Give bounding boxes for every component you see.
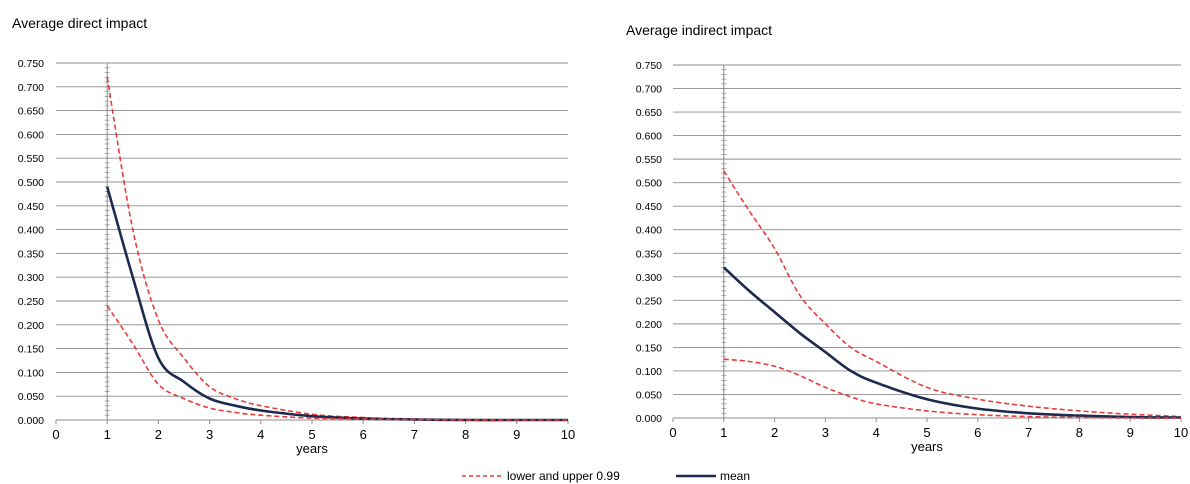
x-axis-title: years	[296, 441, 328, 456]
y-tick-label: 0.000	[18, 415, 44, 427]
series-line-lower-bound	[723, 358, 1182, 419]
y-tick-label: 0.600	[636, 131, 662, 143]
x-tick-label: 4	[257, 427, 264, 442]
y-tick-label: 0.350	[636, 248, 662, 260]
y-tick-label: 0.100	[636, 366, 662, 378]
y-tick-label: 0.200	[18, 320, 44, 332]
y-tick-label: 0.100	[18, 367, 44, 379]
y-tick-label: 0.500	[636, 178, 662, 190]
x-tick-label: 9	[513, 427, 520, 442]
y-tick-label: 0.400	[18, 225, 44, 237]
y-tick-label: 0.450	[636, 201, 662, 213]
x-tick-label: 5	[308, 427, 315, 442]
x-axis-title: years	[911, 439, 943, 454]
y-tick-label: 0.650	[636, 107, 662, 119]
x-tick-label: 6	[974, 425, 981, 440]
y-tick-label: 0.300	[18, 272, 44, 284]
series-line-mean	[722, 266, 1182, 419]
y-tick-label: 0.350	[18, 248, 44, 260]
y-tick-label: 0.450	[18, 201, 44, 213]
x-tick-label: 0	[52, 427, 59, 442]
x-tick-label: 10	[1174, 425, 1188, 440]
x-tick-label: 5	[923, 425, 930, 440]
y-tick-label: 0.400	[636, 225, 662, 237]
y-tick-label: 0.550	[18, 153, 44, 165]
legend-label-bounds: lower and upper 0.99	[507, 469, 620, 483]
y-tick-label: 0.200	[636, 319, 662, 331]
y-tick-label: 0.150	[636, 342, 662, 354]
legend: lower and upper 0.99 mean	[462, 469, 750, 483]
x-tick-label: 7	[1025, 425, 1032, 440]
x-tick-label: 2	[155, 427, 162, 442]
x-tick-label: 8	[462, 427, 469, 442]
chart-indirect-impact: Average indirect impact 0.000 0.050 0.100 0.…	[626, 22, 1188, 454]
y-tick-label: 0.650	[18, 106, 44, 118]
x-tick-label: 3	[822, 425, 829, 440]
chart-title: Average indirect impact	[626, 22, 772, 38]
y-tick-label: 0.250	[636, 295, 662, 307]
y-tick-label: 0.500	[18, 177, 44, 189]
x-tick-label: 0	[669, 425, 676, 440]
series-line-upper-bound	[106, 77, 569, 421]
y-tick-label: 0.700	[636, 84, 662, 96]
y-tick-label: 0.250	[18, 296, 44, 308]
x-tick-label: 2	[771, 425, 778, 440]
chart-direct-impact: Average direct impact 0.000 0.050 0.100 0.15…	[12, 15, 575, 456]
y-tick-label: 0.150	[18, 344, 44, 356]
legend-label-mean: mean	[720, 469, 750, 483]
y-tick-label: 0.000	[636, 413, 662, 425]
x-tick-label: 3	[206, 427, 213, 442]
x-tick-label: 4	[873, 425, 880, 440]
chart-title: Average direct impact	[12, 15, 147, 31]
y-tick-label: 0.050	[18, 391, 44, 403]
series-line-lower-bound	[106, 305, 568, 421]
x-tick-label: 8	[1076, 425, 1083, 440]
x-tick-label: 1	[104, 427, 111, 442]
y-tick-label: 0.550	[636, 154, 662, 166]
y-tick-label: 0.700	[18, 82, 44, 94]
y-tick-label: 0.300	[636, 272, 662, 284]
y-tick-label: 0.600	[18, 129, 44, 141]
x-tick-label: 7	[411, 427, 418, 442]
y-tick-label: 0.750	[636, 60, 662, 72]
y-tick-label: 0.750	[18, 58, 44, 70]
x-tick-label: 1	[720, 425, 727, 440]
series-line-mean	[105, 186, 568, 422]
x-tick-label: 6	[360, 427, 367, 442]
x-tick-label: 9	[1127, 425, 1134, 440]
y-tick-label: 0.050	[636, 389, 662, 401]
x-tick-label: 10	[561, 427, 575, 442]
series-line-upper-bound	[723, 170, 1182, 418]
